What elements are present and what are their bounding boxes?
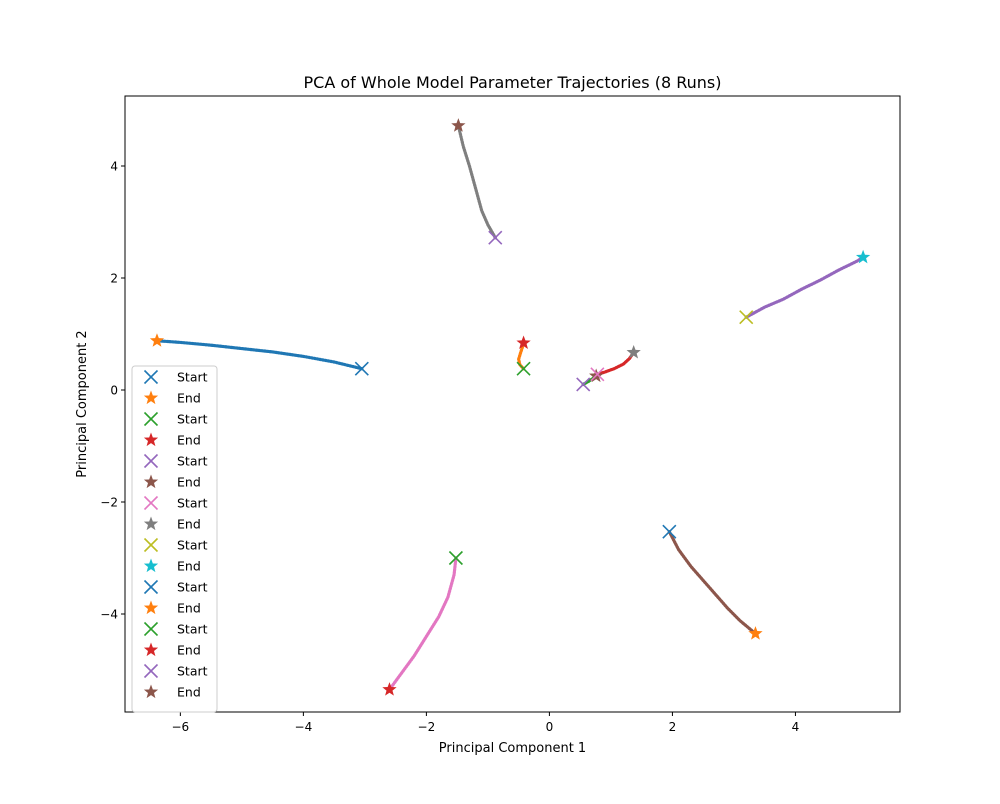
trajectory-line-run-8 [458, 126, 495, 238]
y-tick-label: −4 [100, 608, 118, 622]
trajectory-line-run-7 [389, 558, 455, 690]
legend-label: Start [177, 454, 208, 469]
legend: Start End Start End Start End Start End Start End… [132, 366, 217, 712]
legend-label: End [177, 517, 201, 532]
trajectory-line-run-6 [669, 532, 755, 634]
start-marker-run-5 [740, 311, 753, 324]
start-marker-run-6 [663, 525, 676, 538]
y-tick-label: 4 [110, 160, 118, 174]
x-tick-label: −6 [172, 720, 190, 734]
y-tick-label: −2 [100, 496, 118, 510]
legend-label: Start [177, 412, 208, 427]
y-axis-ticks: −4 −2 0 2 4 [100, 160, 125, 622]
legend-label: Start [177, 538, 208, 553]
x-tick-label: 2 [669, 720, 677, 734]
end-marker-run-1 [150, 333, 164, 347]
x-tick-label: 0 [546, 720, 554, 734]
legend-label: End [177, 643, 201, 658]
trajectory-line-run-5 [746, 257, 863, 317]
legend-label: Start [177, 370, 208, 385]
legend-label: End [177, 601, 201, 616]
plot-frame [125, 96, 900, 712]
x-tick-label: −4 [295, 720, 313, 734]
start-marker-run-2 [517, 362, 530, 375]
trajectory-line-run-1 [157, 341, 362, 369]
legend-label: End [177, 391, 201, 406]
x-axis-ticks: −6 −4 −2 0 2 4 [172, 712, 800, 734]
legend-label: Start [177, 622, 208, 637]
start-marker-run-8 [489, 231, 502, 244]
trajectory-line-run-4 [597, 352, 633, 374]
x-axis-label: Principal Component 1 [439, 741, 586, 756]
y-tick-label: 2 [110, 272, 118, 286]
legend-label: Start [177, 496, 208, 511]
start-marker-run-3 [577, 378, 590, 391]
legend-label: End [177, 433, 201, 448]
y-axis-label: Principal Component 2 [75, 330, 90, 477]
legend-label: End [177, 475, 201, 490]
legend-label: End [177, 685, 201, 700]
plot-area [150, 118, 870, 695]
x-tick-label: −2 [418, 720, 436, 734]
y-tick-label: 0 [110, 384, 118, 398]
x-tick-label: 4 [792, 720, 800, 734]
chart-title: PCA of Whole Model Parameter Trajectorie… [304, 73, 722, 92]
legend-label: Start [177, 664, 208, 679]
legend-label: Start [177, 580, 208, 595]
legend-label: End [177, 559, 201, 574]
end-marker-run-4 [627, 345, 641, 359]
